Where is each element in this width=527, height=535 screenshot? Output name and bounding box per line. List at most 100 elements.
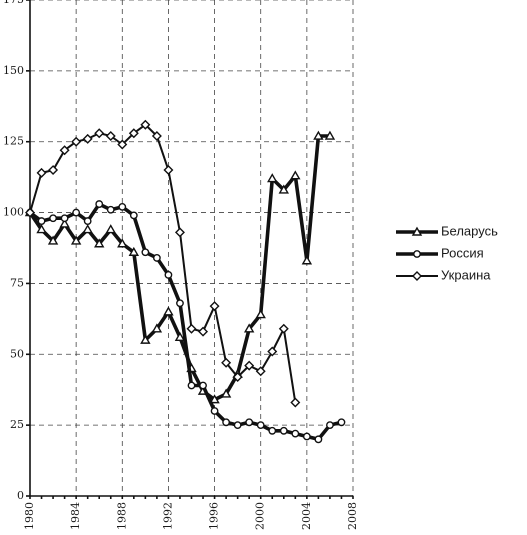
data-point [313, 130, 324, 140]
x-tick-label: 1980 [23, 502, 36, 530]
data-point [151, 131, 162, 142]
data-point [176, 299, 184, 308]
series-line [28, 202, 342, 442]
legend-marker [413, 250, 421, 258]
data-point [290, 397, 301, 408]
series-group [24, 119, 346, 444]
data-point [267, 346, 278, 357]
data-point [117, 139, 128, 150]
legend-item: Беларусь [396, 223, 498, 238]
data-point [220, 388, 232, 398]
data-point [72, 208, 81, 217]
data-point [267, 173, 278, 183]
data-point [128, 246, 140, 256]
data-point [47, 235, 59, 245]
data-point [105, 131, 116, 142]
x-tick-label: 1996 [208, 502, 221, 530]
legend-marker [412, 271, 422, 281]
series-0 [24, 130, 336, 404]
data-point [163, 165, 174, 176]
data-point [314, 435, 323, 444]
y-tick-label: 25 [10, 418, 24, 431]
data-point [187, 381, 196, 390]
data-point [291, 429, 300, 438]
legend-label: Россия [441, 245, 484, 260]
x-tick-label: 1992 [161, 502, 174, 530]
data-point [117, 238, 128, 248]
data-point [59, 218, 70, 228]
data-point [36, 167, 47, 178]
legend-item: Россия [396, 245, 484, 260]
data-point [233, 421, 242, 430]
data-point [232, 371, 243, 382]
data-point [95, 200, 104, 208]
y-tick-label: 100 [3, 206, 24, 219]
data-point [209, 301, 220, 312]
data-point [94, 128, 105, 139]
data-point [174, 227, 185, 238]
data-point [279, 426, 288, 435]
data-point [106, 205, 115, 214]
data-point [268, 426, 277, 435]
data-point [290, 170, 301, 180]
legend: Беларусь Россия Украина [396, 223, 498, 282]
data-point [163, 306, 174, 316]
data-point [278, 184, 289, 194]
data-point [174, 331, 186, 341]
data-point [71, 136, 82, 147]
legend-item: Украина [396, 267, 491, 282]
axes: 0 25 50 75 100 125 150 175 1980 1984 1988 1992 1996 2… [3, 0, 359, 530]
data-point [164, 271, 173, 279]
y-tick-label: 0 [17, 489, 24, 502]
legend-label: Беларусь [441, 223, 498, 238]
data-point [255, 366, 266, 377]
data-point [222, 418, 231, 427]
data-point [129, 211, 138, 220]
data-point [199, 381, 207, 390]
x-tick-label: 2008 [346, 502, 359, 530]
data-point [210, 407, 219, 415]
y-tick-label: 150 [3, 64, 24, 77]
data-point [278, 323, 289, 334]
series-1 [26, 200, 346, 444]
x-tick-label: 2000 [254, 502, 267, 530]
data-point [82, 133, 93, 144]
data-point [152, 254, 161, 262]
data-point [36, 224, 47, 234]
data-point [186, 323, 197, 334]
data-point [209, 394, 220, 404]
data-point [151, 323, 163, 333]
data-point [82, 224, 93, 234]
x-tick-label: 2004 [300, 502, 313, 530]
data-point [37, 217, 46, 225]
data-point [337, 418, 346, 427]
legend-label: Украина [441, 267, 491, 282]
data-point [48, 165, 59, 176]
data-point [243, 323, 255, 333]
data-point [255, 309, 266, 319]
data-point [244, 360, 255, 371]
data-point [326, 421, 334, 430]
data-point [301, 255, 313, 265]
data-point [256, 421, 265, 430]
data-point [324, 130, 336, 140]
data-point [141, 248, 150, 257]
data-point [140, 334, 151, 344]
data-point [60, 214, 69, 223]
data-point [198, 326, 209, 337]
data-point [49, 214, 57, 223]
data-point [59, 145, 70, 156]
x-tick-label: 1988 [115, 502, 128, 530]
data-point [105, 224, 116, 234]
data-point [140, 119, 151, 130]
data-point [128, 128, 139, 139]
legend-marker [411, 226, 423, 236]
data-point [302, 432, 311, 441]
y-tick-label: 175 [3, 0, 24, 6]
series-2 [25, 119, 301, 408]
data-point [94, 238, 105, 248]
data-point [118, 203, 127, 211]
y-tick-label: 50 [10, 347, 24, 360]
data-point [245, 418, 254, 427]
